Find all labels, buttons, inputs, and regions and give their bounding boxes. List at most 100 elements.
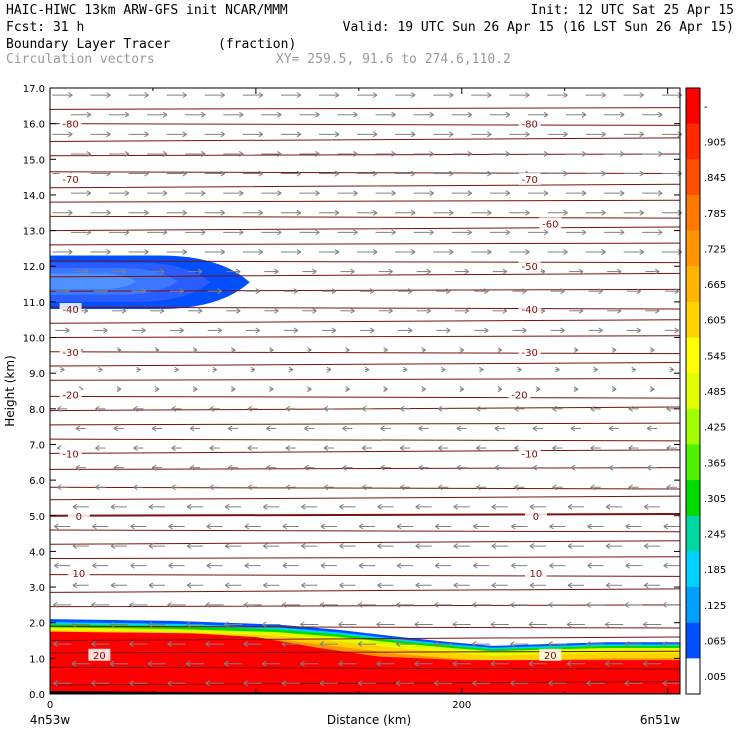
vector-arrowhead [91, 680, 96, 687]
tracer-core [50, 631, 680, 694]
colorbar-label: .245 [704, 530, 726, 541]
vector-arrowhead [453, 582, 459, 589]
vector-arrowhead [263, 582, 268, 589]
vector-arrowhead [624, 641, 629, 648]
vector-arrowhead [315, 151, 320, 157]
vector-arrowhead [399, 484, 405, 491]
vector-arrowhead [342, 425, 347, 432]
vector-arrowhead [151, 425, 157, 432]
vector-arrowhead [182, 209, 187, 216]
vector-arrowhead [72, 582, 78, 589]
colorbar-label: .845 [704, 173, 726, 184]
y-tick-label: 4.0 [29, 547, 45, 558]
vector-arrowhead [391, 151, 396, 157]
vector-arrowhead [103, 327, 108, 334]
vector-arrowhead [358, 562, 364, 569]
contour-line [49, 666, 681, 670]
vector-arrowhead [601, 249, 606, 255]
vector-arrowhead [510, 601, 515, 608]
contour-line [49, 625, 681, 629]
vector-arrowhead [154, 386, 160, 393]
vector-arrowhead [129, 641, 134, 648]
y-axis-label: Height (km) [3, 355, 17, 426]
contour-label-bg [518, 260, 541, 273]
vector-arrowhead [323, 405, 329, 412]
colorbar-label: .005 [704, 672, 726, 683]
vector-arrowhead [567, 543, 573, 549]
vector-arrowhead [456, 425, 462, 432]
contour-line [49, 335, 681, 339]
vector-arrowhead [608, 425, 614, 432]
colorbar-label: - [704, 102, 708, 113]
vector-arrowhead [472, 641, 477, 648]
vector-arrowhead [570, 425, 576, 432]
vector-arrowhead [296, 209, 302, 216]
vector-arrowhead [288, 366, 294, 373]
vector-arrowhead [433, 601, 439, 608]
contour-line [49, 378, 681, 381]
vector-arrowhead [642, 621, 648, 628]
y-tick-label: 8.0 [29, 405, 45, 416]
vector-arrowhead [415, 543, 420, 549]
vector-arrowhead [151, 464, 157, 471]
colorbar-label: .785 [704, 209, 726, 220]
contour-label-bg [67, 509, 90, 522]
vector-arrowhead [649, 386, 655, 393]
vector-arrowhead [75, 464, 81, 471]
vector-arrowhead [573, 386, 579, 393]
vector-arrowhead [227, 425, 233, 432]
vector-arrowhead [505, 111, 511, 118]
vector-arrowhead [642, 660, 648, 667]
vector-arrowhead [113, 425, 119, 432]
vector-arrowhead [238, 151, 244, 157]
vector-arrowhead [628, 405, 633, 412]
colorbar-swatch [686, 622, 700, 659]
vector-arrowhead [91, 641, 96, 648]
vector-arrowhead [162, 229, 168, 236]
vector-arrowhead [116, 386, 122, 393]
vector-arrowhead [391, 190, 396, 197]
vector-arrowhead [490, 621, 496, 628]
vector-arrowhead [586, 641, 591, 648]
colorbar-label: .365 [704, 458, 726, 469]
vector-arrowhead [209, 405, 214, 412]
vector-arrowhead [144, 249, 149, 255]
vector-arrowhead [505, 190, 511, 197]
vector-arrowhead [227, 464, 233, 471]
vector-arrowhead [605, 543, 611, 549]
vector-arrowhead [171, 445, 176, 451]
contour-label: -60 [542, 219, 558, 230]
vector-arrowhead [353, 190, 358, 197]
vector-arrowhead [247, 445, 253, 451]
vector-arrowhead [54, 523, 59, 530]
vector-arrowhead [197, 268, 203, 275]
vector-arrowhead [285, 484, 291, 491]
vector-arrowhead [616, 307, 622, 314]
vector-arrowhead [345, 386, 350, 393]
vector-arrowhead [200, 229, 206, 236]
vector-arrowhead [224, 543, 230, 549]
vector-arrowhead [552, 484, 557, 491]
vector-arrowhead [563, 131, 568, 138]
vector-arrowhead [494, 464, 500, 471]
y-tick-label: 0.0 [29, 690, 45, 701]
vector-arrowhead [109, 660, 115, 667]
vector-arrowhead [514, 445, 519, 451]
vector-arrowhead [543, 229, 549, 236]
vector-arrowhead [601, 170, 606, 177]
vector-arrowhead [179, 288, 184, 295]
vector-arrowhead [376, 621, 381, 628]
colorbar-label: .905 [704, 137, 726, 148]
vector-arrowhead [307, 347, 312, 353]
vector-arrowhead [639, 249, 644, 255]
vector-arrowhead [168, 523, 173, 530]
vector-arrowhead [372, 170, 378, 177]
contour-label-bg [518, 447, 541, 460]
contour-label-bg [59, 172, 82, 185]
y-tick-label: 14.0 [23, 191, 45, 202]
vector-arrowhead [206, 523, 211, 530]
vector-arrowhead [674, 327, 680, 334]
vector-arrowhead [320, 562, 326, 569]
vector-arrowhead [426, 307, 431, 314]
vector-arrowhead [491, 582, 497, 589]
